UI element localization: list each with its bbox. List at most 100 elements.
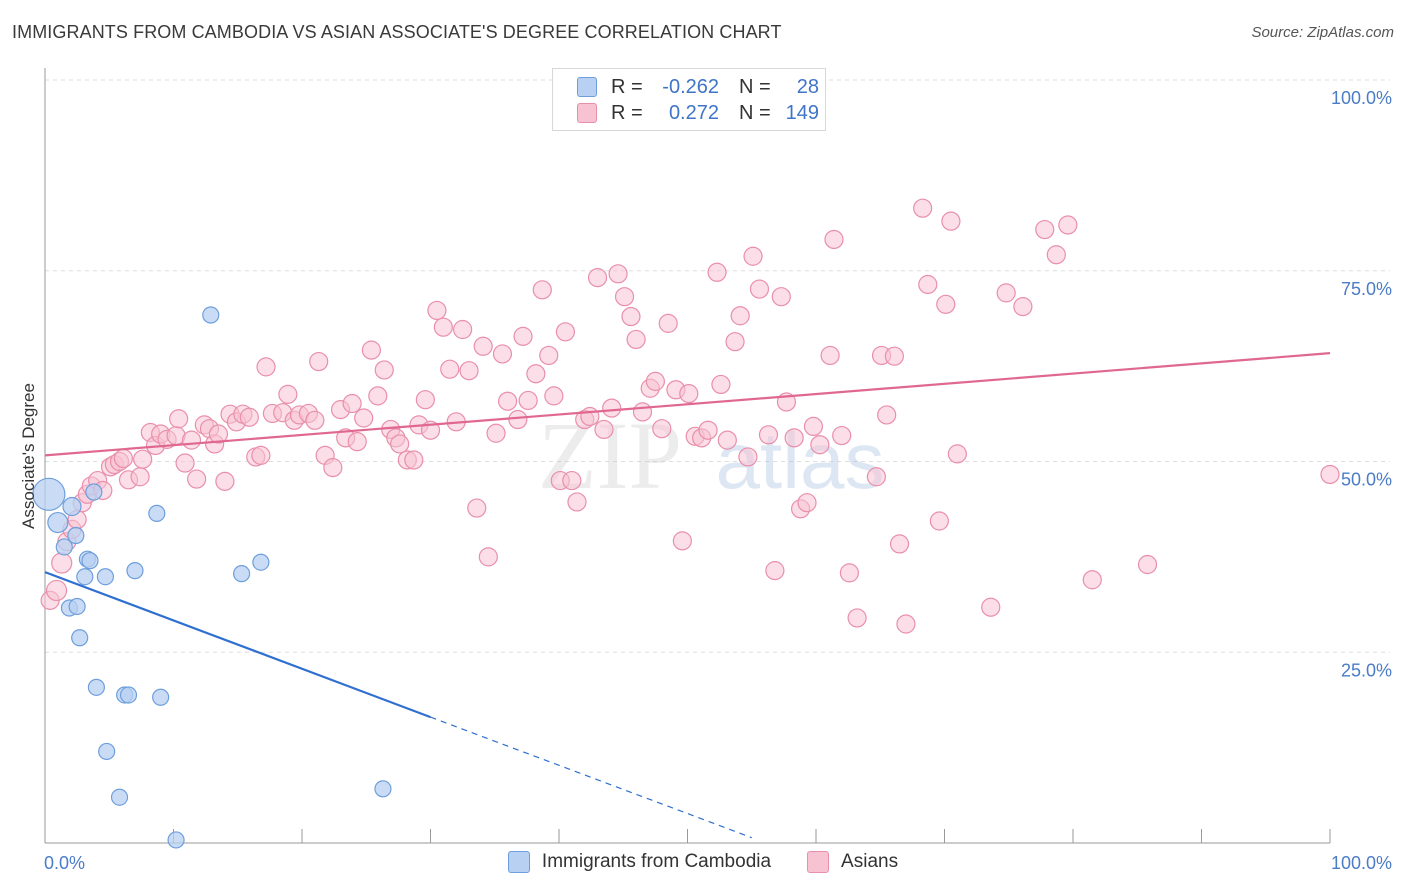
cambodia-swatch <box>507 851 530 873</box>
cambodia-point <box>126 562 144 580</box>
asians-point <box>433 317 453 337</box>
x-tick-label-max: 100.0% <box>1331 853 1392 873</box>
asians-point <box>187 469 207 489</box>
asians-point <box>486 423 506 443</box>
asians-point <box>1046 245 1066 265</box>
legend-label-asians: Asians <box>841 851 899 872</box>
n-value: 28 <box>796 75 819 98</box>
asians-point <box>797 493 817 513</box>
asians-point <box>278 384 298 404</box>
cambodia-point <box>202 306 220 324</box>
axes <box>44 68 1331 844</box>
asians-point <box>602 398 622 418</box>
asians-point <box>390 434 410 454</box>
y-tick-label: 75.0% <box>1341 279 1392 299</box>
y-tick-label: 50.0% <box>1341 470 1392 490</box>
cambodia-point <box>233 565 251 583</box>
asians-point <box>839 563 860 583</box>
n-value: 149 <box>785 101 819 124</box>
asians-point <box>707 262 727 282</box>
asians-point <box>453 319 473 340</box>
y-tick-label: 25.0% <box>1341 660 1392 680</box>
asians-point <box>608 264 628 284</box>
asians-point <box>354 408 374 428</box>
x-tick-label-min: 0.0% <box>44 853 85 873</box>
asians-point <box>824 229 844 250</box>
asians-point <box>725 332 745 352</box>
asians-point <box>508 409 528 430</box>
cambodia-point <box>167 831 185 849</box>
asians-point <box>518 390 538 411</box>
asians-point <box>929 511 949 531</box>
asians-point <box>404 450 424 470</box>
cambodia-points <box>32 306 392 849</box>
n-label: N = <box>739 75 771 98</box>
asians-point <box>562 470 582 491</box>
asians-point <box>361 340 381 360</box>
asians-swatch <box>577 103 597 123</box>
asians-point <box>765 561 785 581</box>
legend-label-cambodia: Immigrants from Cambodia <box>541 851 772 872</box>
asians-point <box>208 424 229 444</box>
asians-point <box>215 471 235 491</box>
asians-point <box>473 336 493 356</box>
asians-point <box>632 402 653 422</box>
source-credit: Source: ZipAtlas.com <box>1251 24 1394 41</box>
asians-point <box>440 359 460 379</box>
r-label: R = <box>611 75 643 98</box>
legend-item-asians[interactable]: Asians <box>807 851 898 873</box>
cambodia-point <box>68 597 86 616</box>
asians-points <box>40 198 1340 634</box>
r-value: 0.272 <box>668 101 719 124</box>
asians-point <box>1137 554 1158 575</box>
tick-labels: 25.0% 50.0% 75.0% 100.0% 0.0% 100.0% <box>44 88 1392 873</box>
asians-point <box>580 406 600 427</box>
asians-point <box>323 458 343 478</box>
asians-point <box>459 361 479 381</box>
legend-item-cambodia[interactable]: Immigrants from Cambodia <box>507 851 772 873</box>
asians-point <box>587 268 608 288</box>
asians-trend-line <box>44 352 1331 457</box>
asians-point <box>513 326 533 346</box>
asians-point <box>532 280 552 300</box>
asians-point <box>947 444 967 464</box>
cambodia-point <box>148 504 166 522</box>
asians-point <box>784 428 804 448</box>
cambodia-point <box>32 477 66 511</box>
cambodia-point <box>67 526 85 545</box>
asians-point <box>918 274 938 295</box>
asians-point <box>803 416 824 437</box>
cambodia-point <box>96 568 114 586</box>
asians-point <box>981 597 1001 617</box>
asians-point <box>936 294 956 314</box>
r-label: R = <box>611 101 643 124</box>
asians-point <box>45 579 68 602</box>
asians-point <box>820 345 840 366</box>
asians-point <box>169 409 189 429</box>
asians-point <box>730 306 750 326</box>
cambodia-point <box>71 629 89 647</box>
y-tick-label: 100.0% <box>1331 88 1392 108</box>
asians-point <box>1058 215 1078 235</box>
y-axis-label: Associate's Degree <box>19 383 38 529</box>
cambodia-trend-extension <box>430 716 752 839</box>
asians-point <box>239 407 259 427</box>
watermark-zip: ZIP <box>538 402 682 509</box>
trend-lines <box>44 352 1331 839</box>
asians-point <box>467 498 487 518</box>
asians-point <box>749 279 770 299</box>
n-label: N = <box>739 101 771 124</box>
asians-point <box>658 313 678 333</box>
asians-point <box>130 467 150 487</box>
asians-point <box>256 357 276 377</box>
asians-point <box>1035 219 1055 240</box>
asians-point <box>305 410 325 430</box>
cambodia-point <box>252 553 270 571</box>
cambodia-point <box>374 780 392 798</box>
asians-point <box>251 445 271 465</box>
grid-lines <box>45 79 1390 653</box>
correlation-legend: R = -0.262 N = 28 R = 0.272 N = 149 <box>552 68 826 131</box>
cambodia-point <box>110 788 129 806</box>
asians-point <box>492 344 513 364</box>
